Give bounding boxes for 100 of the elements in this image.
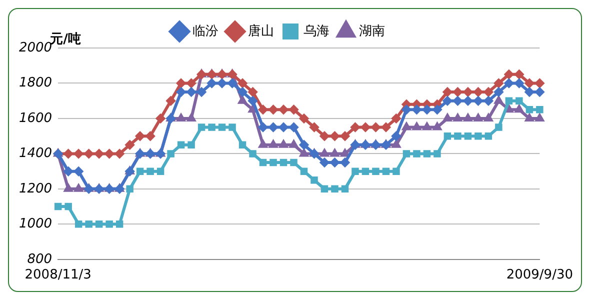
point [432,105,442,114]
point [259,158,267,166]
point [535,88,544,97]
point [166,96,176,106]
point [340,132,350,141]
point [442,88,452,97]
point [444,132,452,140]
point [279,140,288,148]
point [494,96,503,104]
point [382,168,390,175]
point [536,106,544,114]
point [198,124,206,131]
point [474,114,482,122]
point [248,88,258,97]
x-tick-label: 2008/11/3 [24,268,92,283]
point [54,202,62,210]
y-tick-label: 1600 [18,110,52,126]
point [207,78,216,88]
point [484,96,493,106]
point [300,168,308,175]
point [392,140,400,148]
point [331,185,338,193]
point [156,168,164,175]
point [258,122,268,132]
point [516,97,523,104]
y-tick-label: 2000 [18,40,52,56]
point [371,122,380,132]
point [453,88,462,97]
point [494,78,504,88]
point [413,150,420,158]
point [238,88,248,97]
point [464,132,472,140]
point [186,78,196,88]
point [176,88,186,97]
legend-label: 湖南 [359,24,385,39]
point [167,150,174,158]
point [392,132,401,141]
point [536,114,544,122]
point [268,105,278,114]
point [484,114,493,122]
point [300,114,308,123]
point [64,184,72,192]
point [504,78,514,88]
point [188,141,195,149]
point [474,132,482,140]
point [176,78,186,88]
point [381,122,390,132]
y-tick-label: 1200 [18,181,52,196]
point [94,149,104,158]
point [238,96,247,104]
point [279,105,288,114]
y-tick-label: 800 [27,252,52,267]
point [197,88,206,97]
point [392,114,401,123]
point [464,114,472,122]
legend-label: 唐山 [248,24,274,39]
point [74,149,84,158]
point [434,150,441,158]
point [412,105,422,114]
point [484,132,492,140]
point [350,122,360,132]
point [474,88,483,97]
point [392,168,400,175]
point [341,185,349,193]
point [524,78,534,88]
point [310,176,318,184]
point [208,124,216,131]
point [104,149,114,158]
point [524,88,534,97]
point [74,220,82,228]
point [228,78,237,88]
y-tick-label: 1800 [18,76,52,91]
point [64,149,73,158]
point [258,105,268,114]
point [372,168,380,175]
point [270,158,277,166]
point [238,141,246,149]
point [320,158,329,168]
point [515,105,524,113]
point [238,78,248,88]
point [320,132,329,141]
point [136,132,145,141]
point [186,88,196,97]
point [136,168,144,175]
point [330,158,340,168]
legend-label: 临汾 [192,24,218,39]
point [504,70,514,79]
point [454,132,462,140]
point [64,202,72,210]
legend-label: 乌海 [304,24,330,39]
point [453,96,462,106]
point [125,140,134,150]
point [330,132,340,141]
y-tick-label: 1400 [18,146,52,162]
point [402,105,411,114]
point [176,114,186,122]
point [218,78,227,88]
point [340,158,350,168]
point [494,88,504,97]
point [74,166,84,176]
